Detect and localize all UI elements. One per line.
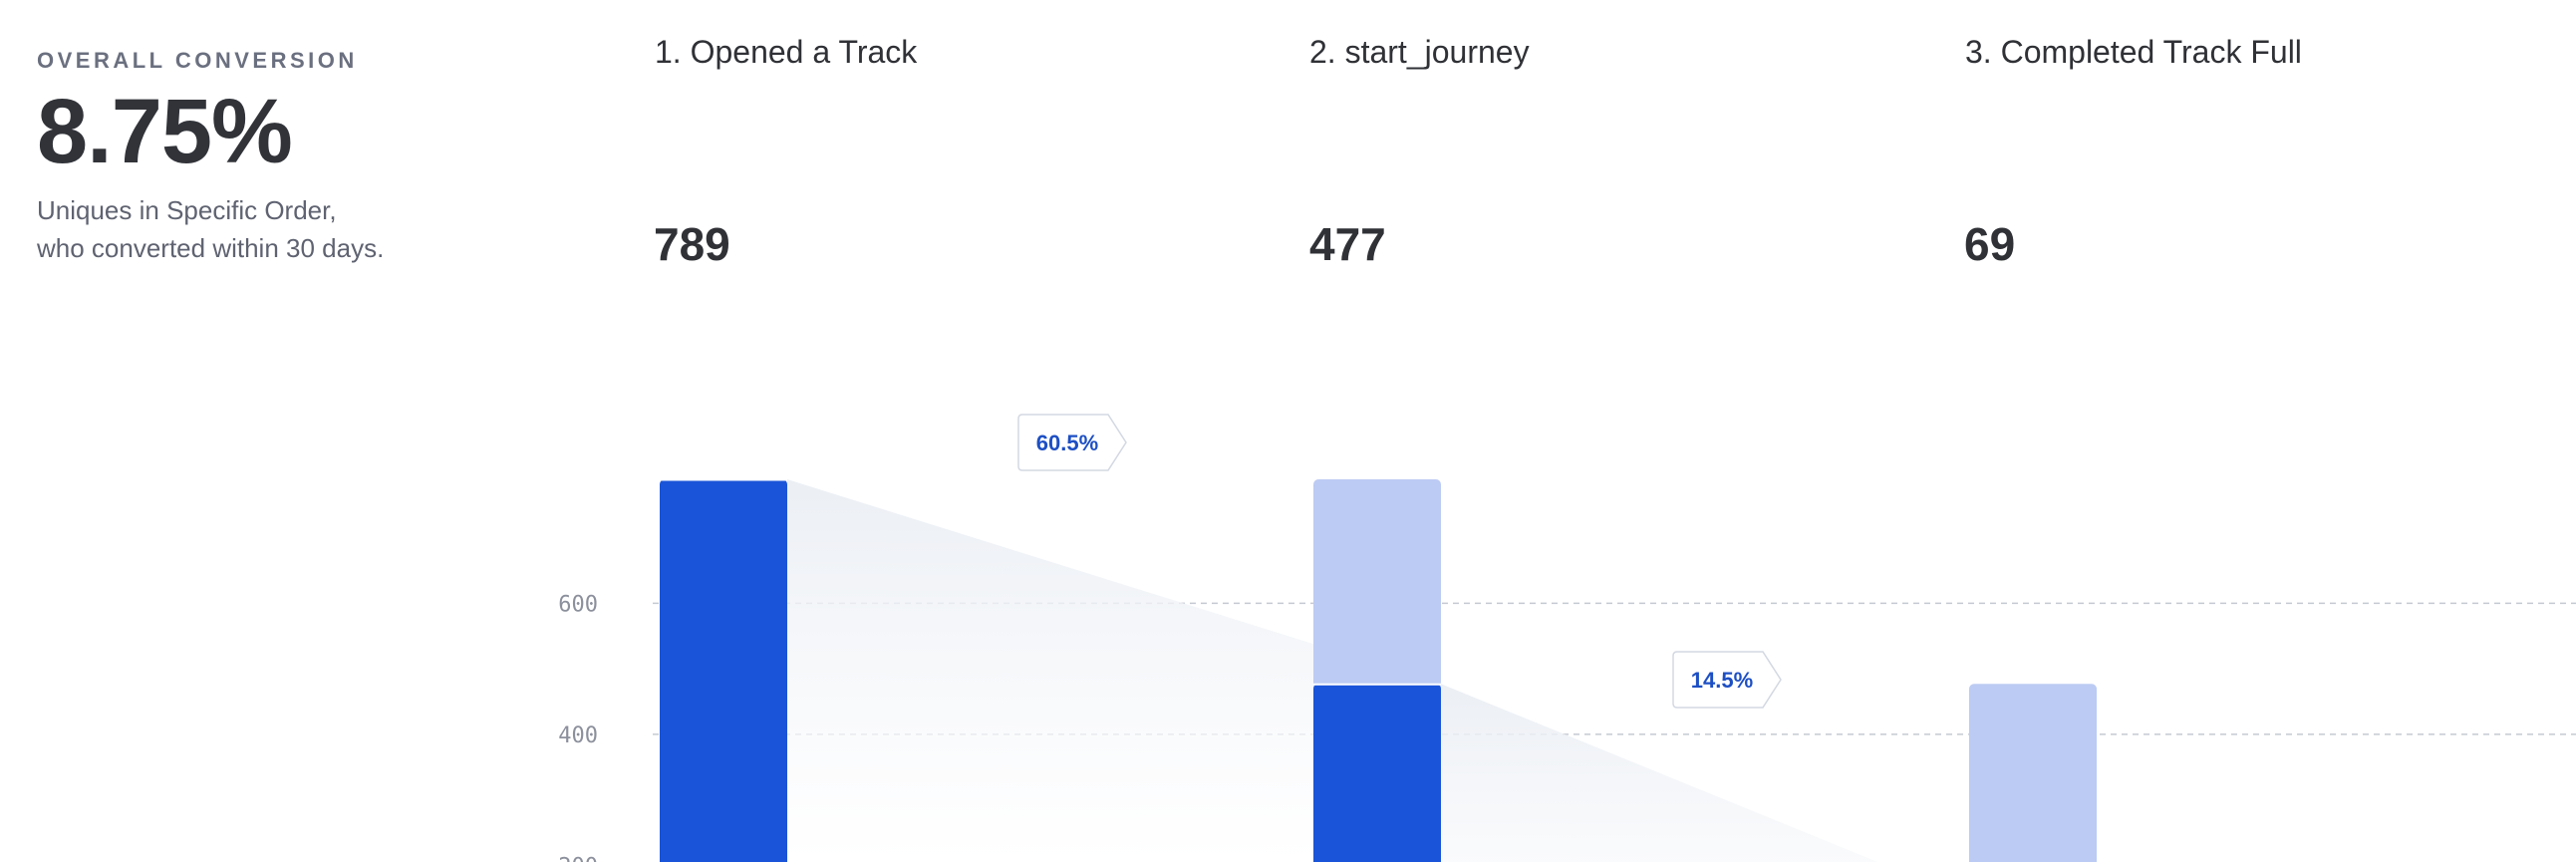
flow-band-2 — [1441, 684, 2097, 862]
flow-band-1 — [787, 478, 1441, 862]
overall-conversion-label: OVERALL CONVERSION — [37, 48, 358, 73]
bar-total-step-3 — [1969, 684, 2097, 862]
step-3-count: 69 — [1964, 218, 2016, 270]
overall-conversion-value: 8.75% — [37, 81, 293, 182]
description-line-2: who converted within 30 days. — [37, 233, 385, 263]
bar-converted-step-2 — [1313, 684, 1441, 862]
step-2-title[interactable]: 2. start_journey — [1309, 34, 1530, 70]
conversion-rate-label-1: 60.5% — [1036, 431, 1098, 455]
step-3-title[interactable]: 3. Completed Track Full — [1965, 34, 2302, 70]
conversion-rate-badge-shape-1 — [1017, 414, 1127, 471]
conversion-rate-badge-shape-2 — [1672, 651, 1782, 709]
step-1-title[interactable]: 1. Opened a Track — [655, 34, 918, 70]
description-line-1: Uniques in Specific Order, — [37, 195, 337, 225]
step-1-count: 789 — [654, 218, 730, 270]
y-tick-label-200: 200 — [558, 854, 598, 862]
overall-conversion-description: Uniques in Specific Order, who converted… — [37, 191, 384, 267]
conversion-rate-label-2: 14.5% — [1691, 668, 1753, 693]
y-tick-label-400: 400 — [558, 723, 598, 748]
y-tick-label-600: 600 — [558, 592, 598, 617]
step-2-count: 477 — [1309, 218, 1386, 270]
conversion-rate-badge-1: 60.5% — [1017, 414, 1127, 471]
overall-conversion-summary: OVERALL CONVERSION 8.75% Uniques in Spec… — [37, 48, 384, 267]
conversion-rate-badge-2: 14.5% — [1672, 651, 1782, 709]
bar-converted-step-1 — [660, 478, 787, 862]
